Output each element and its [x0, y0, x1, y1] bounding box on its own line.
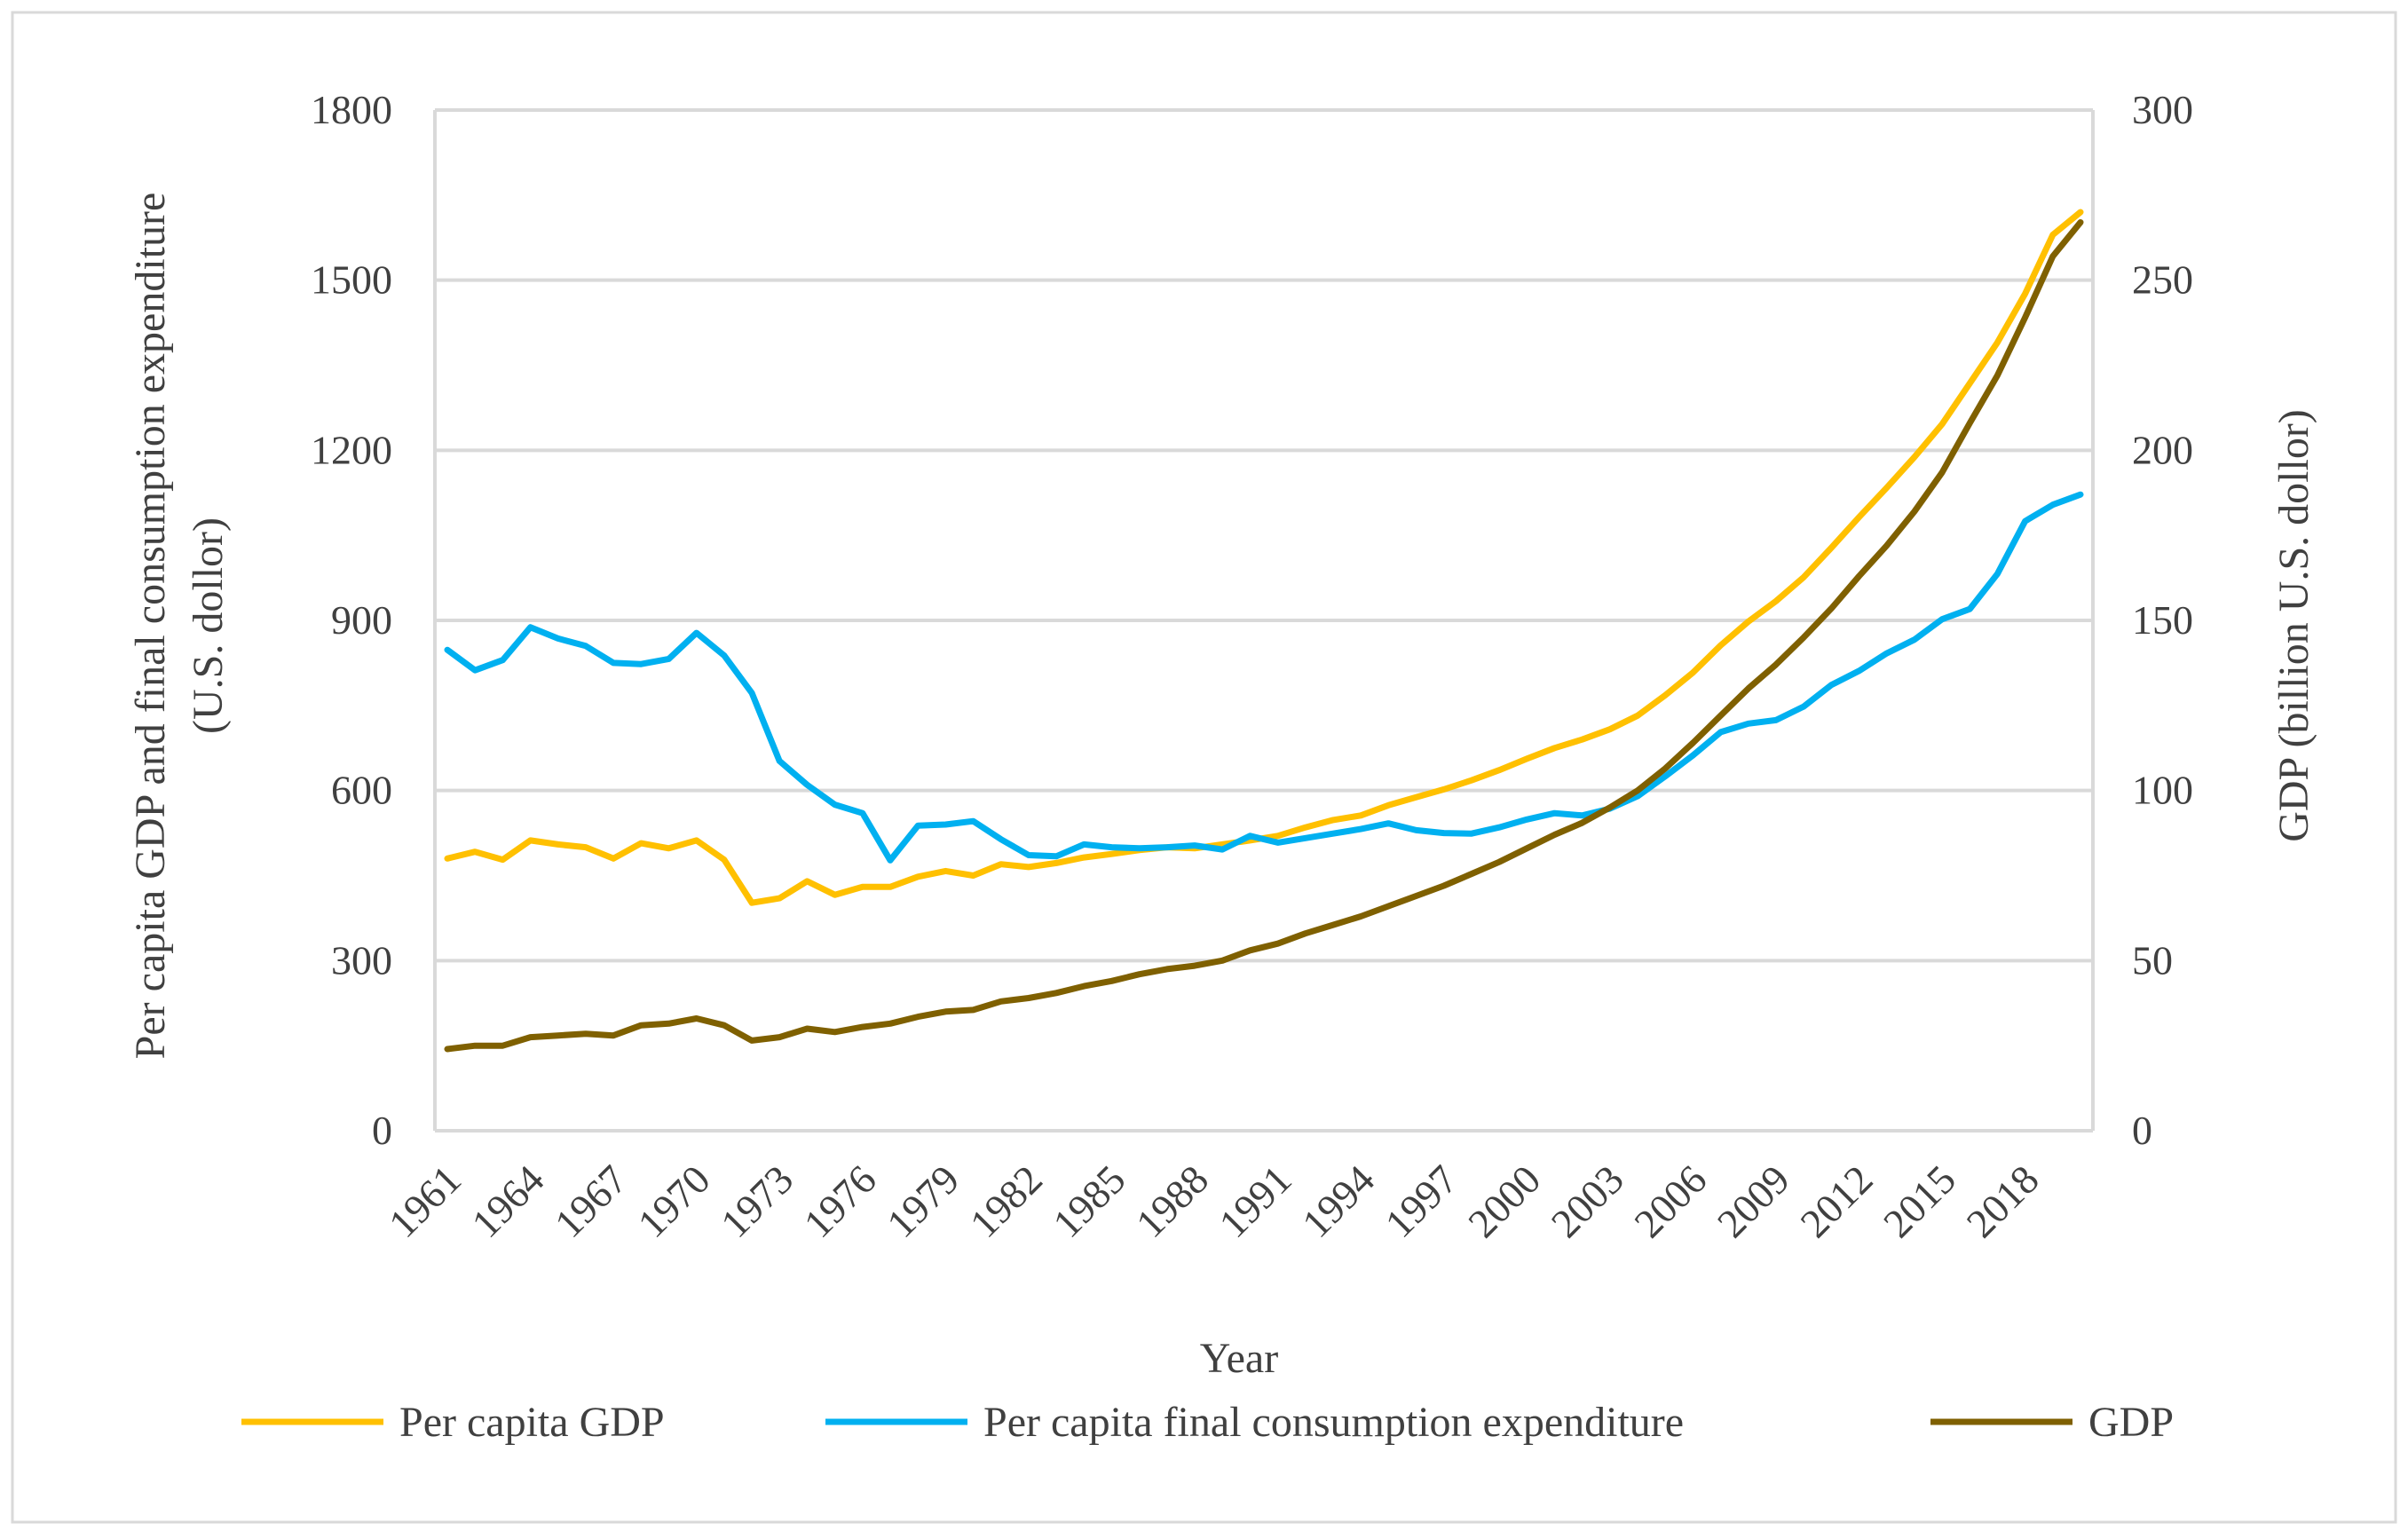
right-tick-label: 100 [2132, 768, 2193, 813]
left-axis-title-line2: (U.S. dollor) [185, 517, 232, 734]
right-axis-title: GDP (billion U.S. dollor) [2270, 409, 2317, 842]
right-tick-label: 250 [2132, 257, 2193, 303]
legend-label-per-capita-gdp: Per capita GDP [399, 1399, 665, 1446]
left-tick-label: 1200 [311, 427, 392, 472]
series-lines [444, 209, 2084, 1053]
legend: Per capita GDP Per capita final consumpt… [241, 1399, 2174, 1446]
left-tick-label: 300 [331, 937, 392, 983]
series-line-gdp [444, 219, 2084, 1053]
left-tick-label: 0 [372, 1108, 392, 1153]
left-tick-label: 1800 [311, 87, 392, 132]
right-tick-label: 150 [2132, 597, 2193, 643]
legend-label-gdp: GDP [2088, 1399, 2174, 1446]
left-axis-title-line1: Per capita GDP and final consumption exp… [127, 193, 174, 1060]
right-tick-label: 0 [2132, 1108, 2152, 1153]
chart-frame [11, 11, 2397, 1524]
x-axis-title: Year [1200, 1335, 1278, 1382]
left-y-tick-labels: 0 300 600 900 1200 1500 1800 [311, 87, 392, 1153]
right-tick-label: 50 [2132, 937, 2173, 983]
legend-label-per-capita-consumption: Per capita final consumption expenditure [983, 1399, 1684, 1446]
series-line-per-capita-final-consumption-expenditure [444, 491, 2084, 864]
left-tick-label: 600 [331, 768, 392, 813]
axes [433, 110, 2095, 1133]
right-tick-label: 300 [2132, 87, 2193, 132]
right-tick-label: 200 [2132, 427, 2193, 472]
left-tick-label: 900 [331, 597, 392, 643]
left-tick-label: 1500 [311, 257, 392, 303]
right-y-tick-labels: 0 50 100 150 200 250 300 [2132, 87, 2193, 1153]
